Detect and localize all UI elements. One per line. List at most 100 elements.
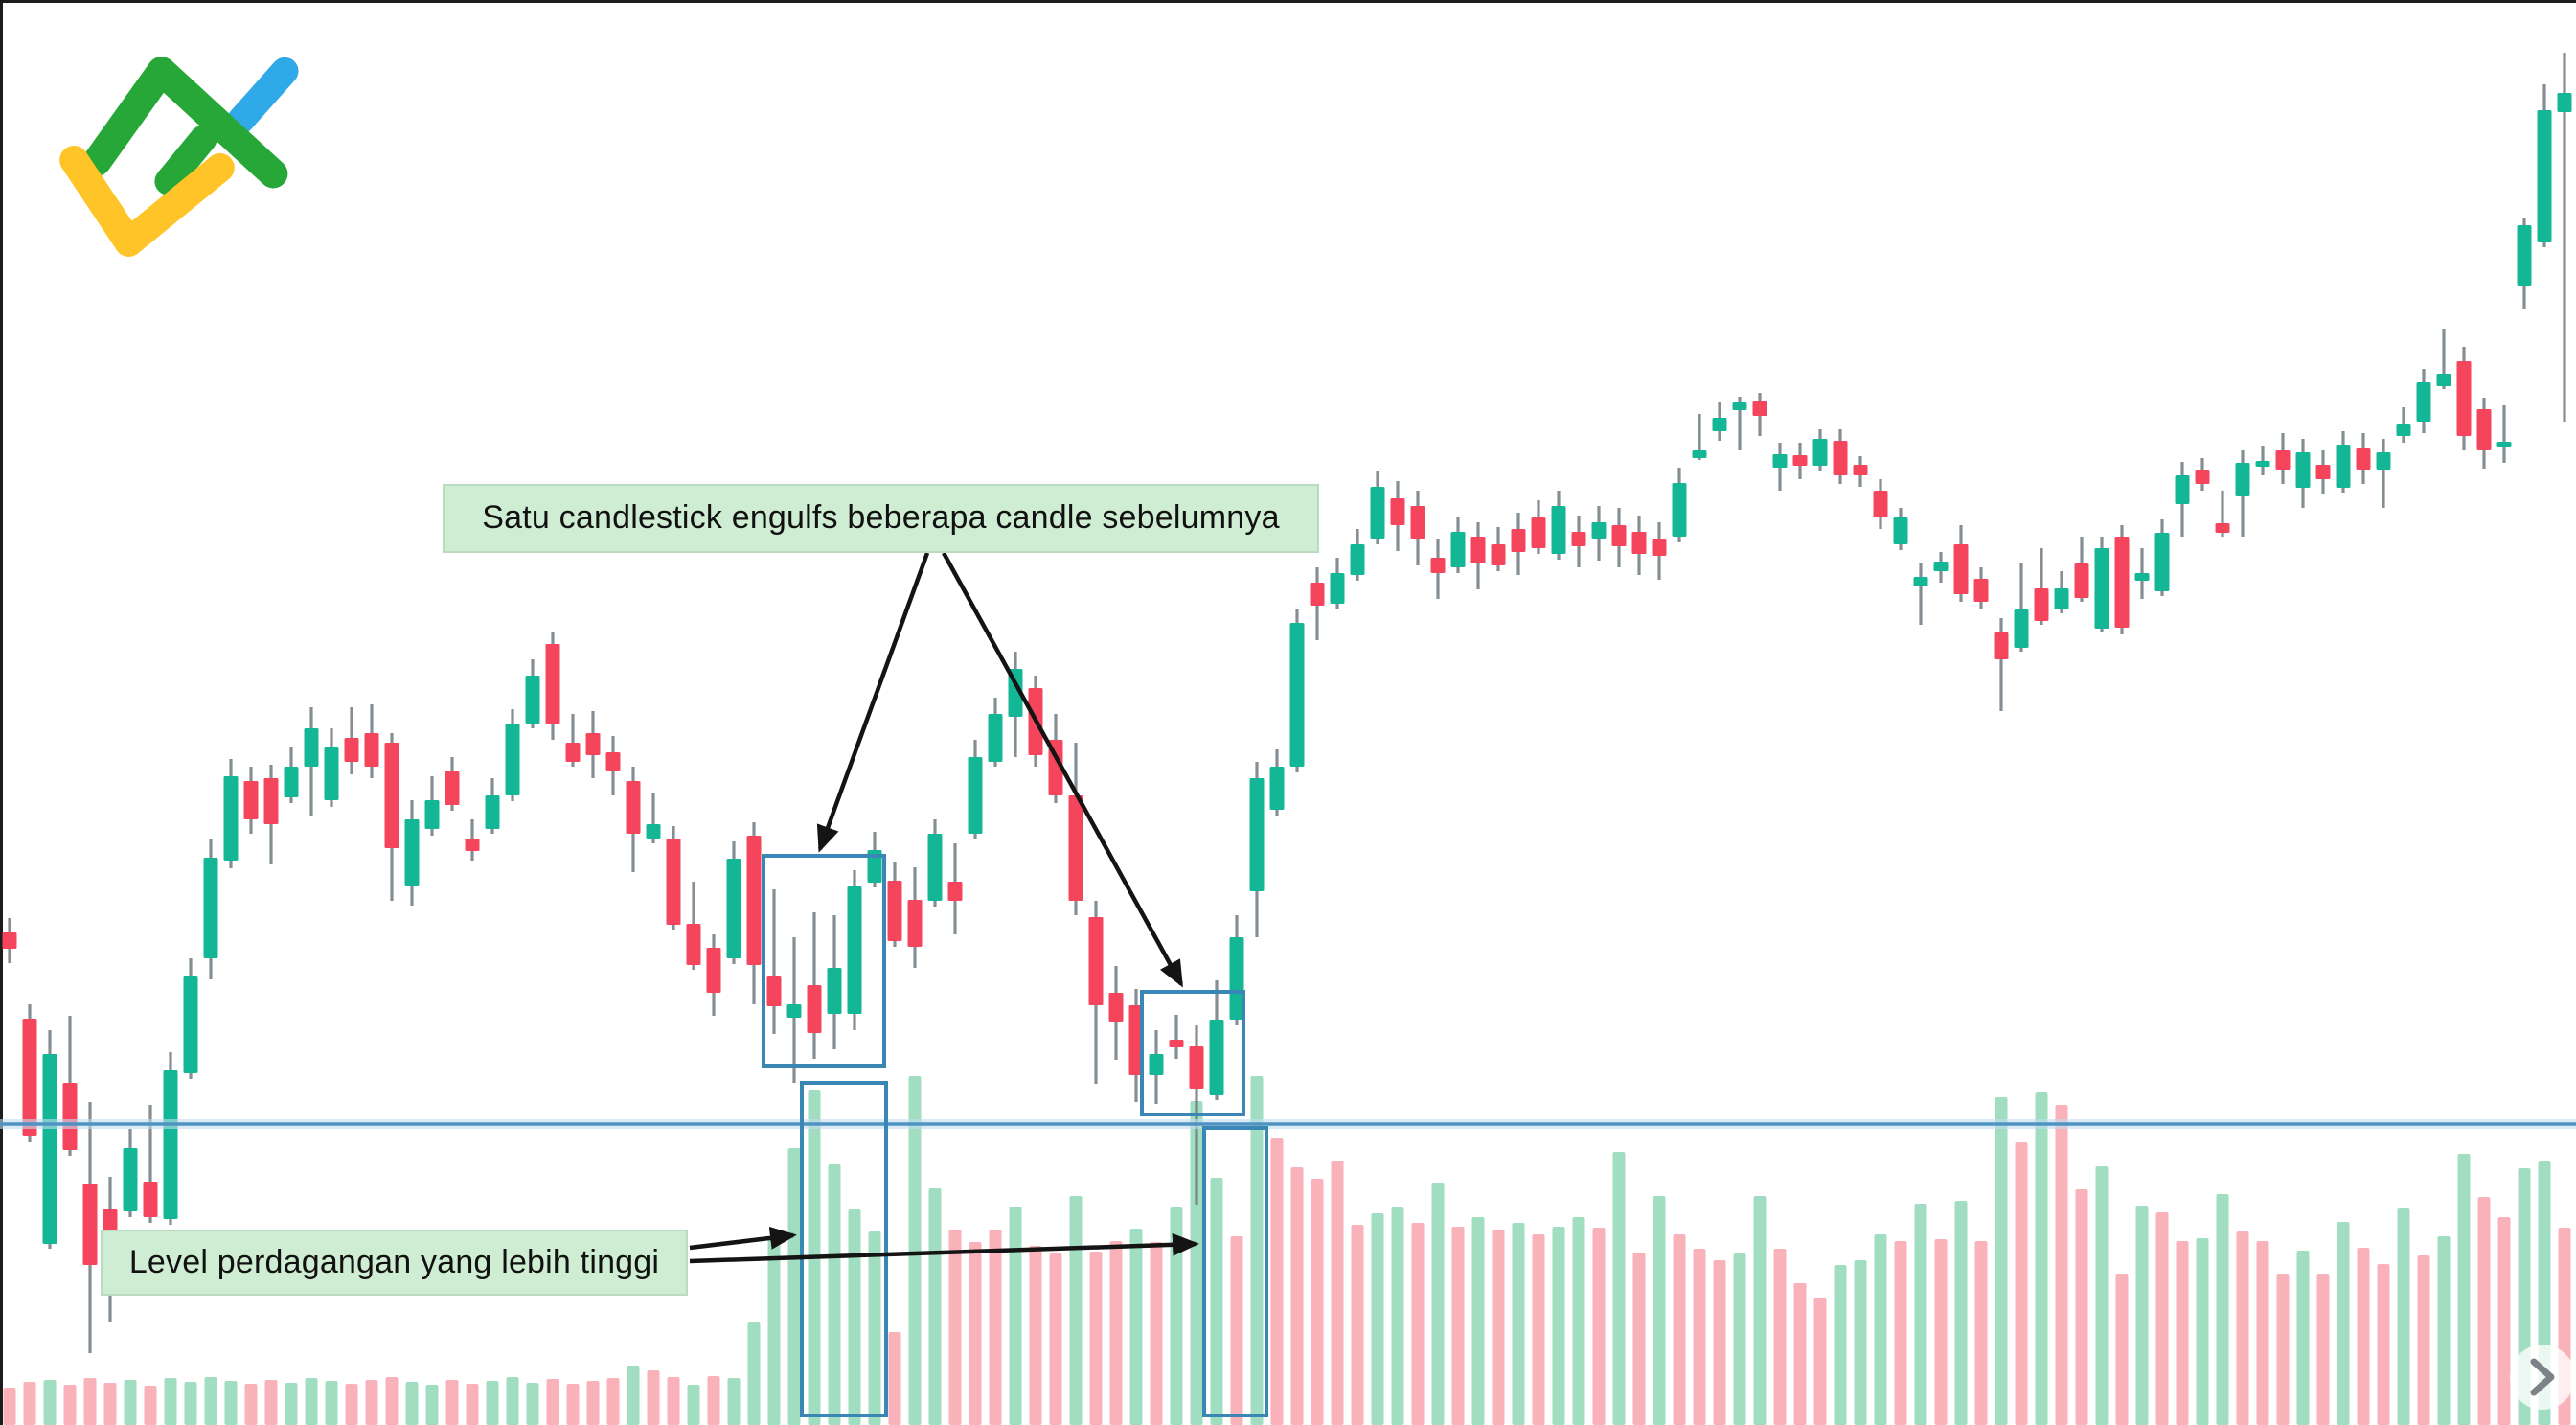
candle-body: [2074, 563, 2089, 598]
volume-bar: [526, 1383, 539, 1425]
volume-bar: [1592, 1228, 1606, 1425]
candle-body: [42, 1054, 57, 1244]
volume-bar: [184, 1382, 197, 1425]
volume-bar: [2397, 1208, 2410, 1425]
candle-body: [1289, 623, 1305, 767]
candle-body: [2275, 450, 2291, 470]
candle-body: [445, 771, 460, 805]
volume-bar: [888, 1332, 901, 1425]
volume-bar: [1874, 1234, 1887, 1425]
candle-body: [827, 968, 842, 1014]
volume-bar: [2035, 1092, 2048, 1425]
volume-bar: [1693, 1249, 1706, 1425]
volume-bar: [848, 1209, 861, 1425]
candle-body: [786, 1004, 802, 1018]
volume-bar: [546, 1379, 559, 1425]
candle-body: [1491, 544, 1506, 565]
candle-body: [1933, 562, 1949, 571]
volume-bar: [23, 1382, 36, 1425]
volume-bar: [727, 1378, 741, 1425]
volume-bar: [667, 1377, 680, 1425]
volume-bar: [1129, 1229, 1143, 1425]
candle-body: [766, 976, 782, 1006]
candle-body: [1249, 778, 1265, 891]
volume-bar: [868, 1231, 881, 1425]
volume-bar: [2216, 1194, 2229, 1425]
candle-body: [2295, 452, 2311, 488]
candle-body: [344, 738, 359, 762]
candle-body: [988, 714, 1003, 762]
candle-body: [1752, 401, 1767, 416]
volume-bar: [1552, 1227, 1565, 1425]
candle-body: [2255, 461, 2270, 467]
candle-body: [1229, 937, 1244, 1020]
volume-bar: [1854, 1260, 1867, 1425]
volume-bar: [1934, 1239, 1948, 1425]
volume-bar: [3, 1388, 16, 1425]
candle-body: [1209, 1020, 1224, 1095]
candle-body: [585, 733, 601, 755]
candle-body: [1893, 517, 1908, 544]
volume-bar: [1894, 1241, 1907, 1425]
volume-zone-2-box: [1202, 1126, 1268, 1417]
volume-bar: [1834, 1265, 1847, 1425]
volume-zone-1-box: [800, 1081, 888, 1417]
candle-body: [505, 724, 520, 795]
next-button[interactable]: [2510, 1345, 2575, 1410]
level-to-volume-1-arrow: [689, 1226, 797, 1251]
annotation-trading-level-label: Level perdagangan yang lebih tinggi: [101, 1230, 688, 1296]
candle-body: [1631, 532, 1647, 554]
candle-body: [1792, 455, 1808, 466]
volume-bar: [2236, 1231, 2249, 1425]
volume-bar: [2477, 1197, 2491, 1425]
candle-body: [1390, 498, 1405, 525]
volume-bar: [908, 1076, 922, 1425]
volume-bar: [486, 1381, 499, 1425]
volume-bar: [466, 1384, 479, 1425]
volume-bar: [1270, 1138, 1284, 1425]
volume-bar: [1673, 1234, 1686, 1425]
volume-bar: [606, 1378, 620, 1425]
candle-body: [424, 800, 440, 829]
volume-bar: [2417, 1255, 2430, 1425]
candle-body: [605, 752, 621, 771]
volume-bar: [1995, 1097, 2008, 1425]
candle-body: [1149, 1054, 1164, 1075]
candle-body: [2094, 548, 2109, 629]
candle-body: [2456, 361, 2472, 436]
volume-bar: [647, 1370, 660, 1425]
frame-top-border: [0, 0, 2576, 3]
candle-body: [2315, 465, 2331, 479]
candle-body: [1873, 491, 1888, 517]
volume-bar: [747, 1322, 761, 1425]
candle-body: [1994, 632, 2009, 659]
candle-body: [404, 819, 420, 886]
volume-bar: [2357, 1248, 2370, 1425]
volume-bar: [1632, 1253, 1646, 1425]
volume-bar: [1089, 1252, 1103, 1425]
candle-body: [2215, 523, 2230, 533]
engulf-to-zone-1-arrow: [816, 552, 930, 853]
frame-left-border: [0, 0, 3, 1425]
candle-body: [887, 881, 902, 941]
candle-body: [1652, 539, 1667, 556]
candle-body: [1833, 441, 1848, 475]
volume-bar: [989, 1230, 1002, 1425]
volume-bar: [2015, 1142, 2028, 1425]
candle-body: [1551, 506, 1566, 554]
candle-body: [947, 882, 963, 901]
volume-bar: [1411, 1223, 1425, 1425]
candle-body: [143, 1182, 158, 1217]
candle-body: [1672, 483, 1687, 537]
candle-body: [907, 900, 923, 947]
volume-bar: [1572, 1217, 1585, 1425]
candle-body: [485, 795, 500, 829]
candle-body: [2034, 588, 2049, 621]
volume-bar: [1029, 1246, 1042, 1425]
volume-bar: [787, 1148, 801, 1425]
candle-body: [2235, 463, 2250, 496]
candle-body: [82, 1184, 98, 1265]
candle-body: [1310, 583, 1325, 606]
candle-body: [163, 1070, 178, 1219]
candle-body: [1189, 1046, 1204, 1089]
